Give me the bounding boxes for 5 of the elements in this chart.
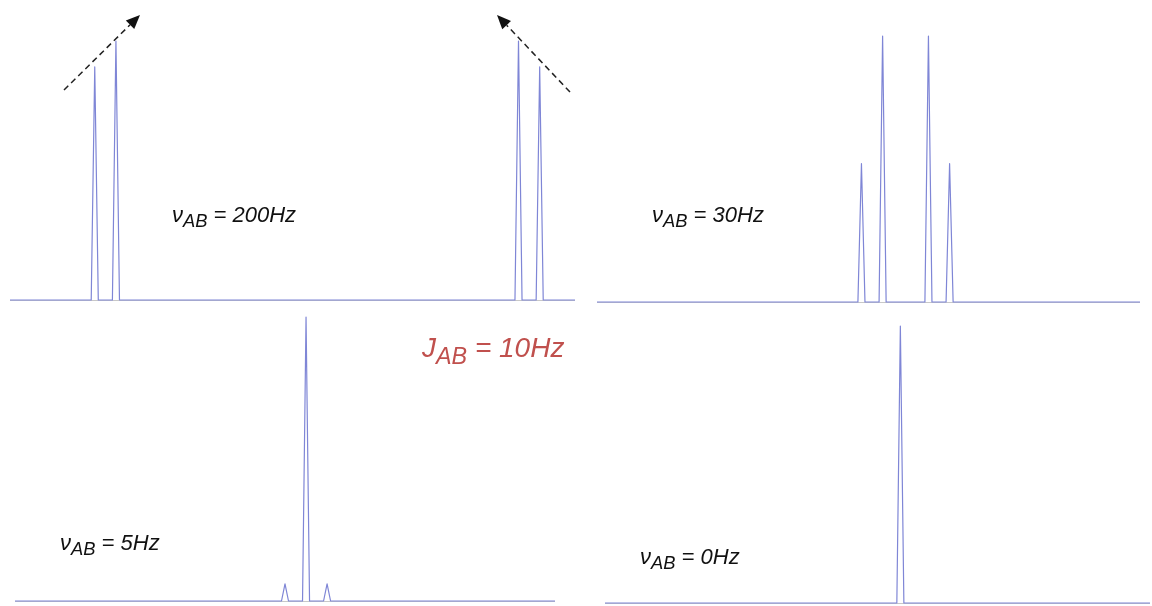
annotation: ν$_{AB}$ = 5Hz xyxy=(60,530,160,561)
annotation: ν$_{AB}$ = 30Hz xyxy=(652,202,764,233)
annotation: J$_{AB}$ = 10Hz xyxy=(422,332,565,370)
annotation: ν$_{AB}$ = 0Hz xyxy=(640,544,740,575)
annotation: ν$_{AB}$ = 200Hz xyxy=(172,202,297,233)
